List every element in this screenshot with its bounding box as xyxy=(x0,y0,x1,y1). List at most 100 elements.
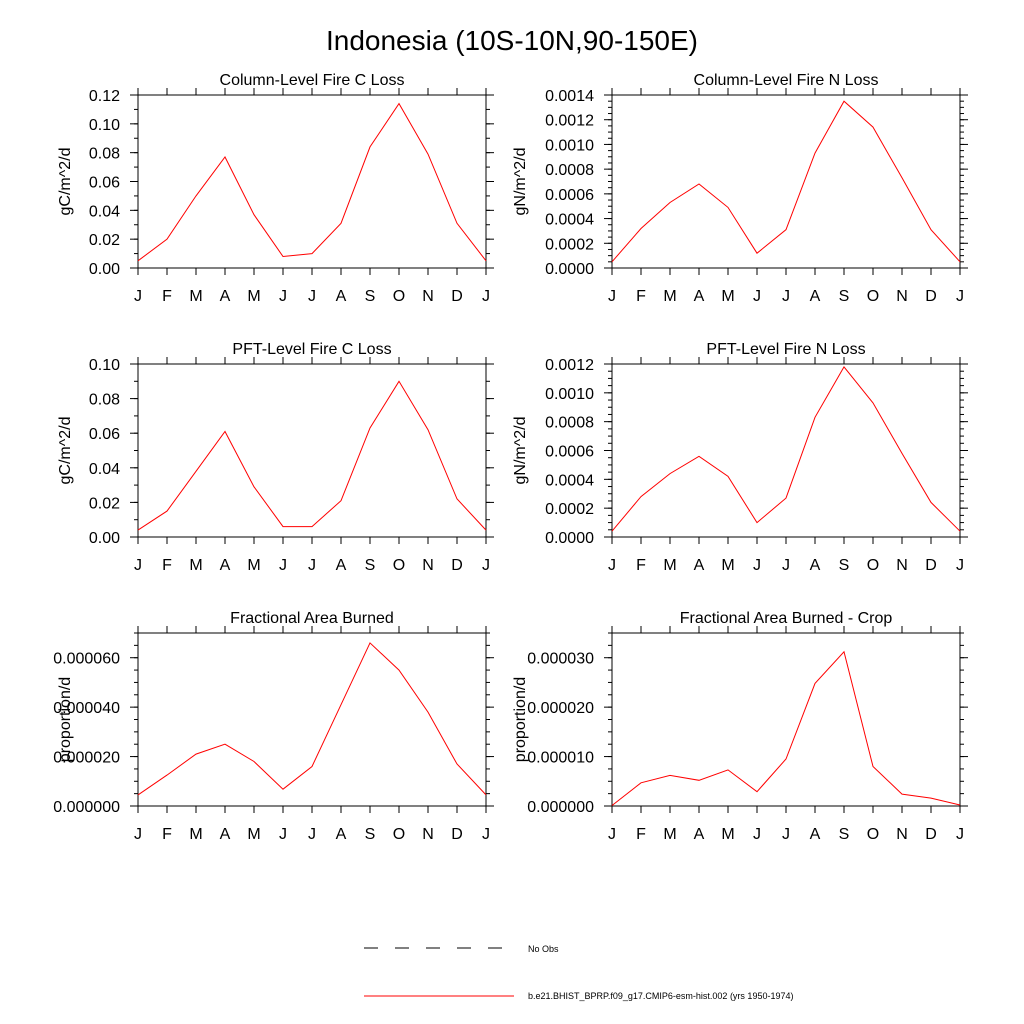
x-tick-label: J xyxy=(608,826,616,843)
figure-title: Indonesia (10S-10N,90-150E) xyxy=(326,25,698,56)
panel-title: Column-Level Fire N Loss xyxy=(694,72,879,89)
series-line xyxy=(137,642,487,796)
panel-title: PFT-Level Fire C Loss xyxy=(232,341,391,358)
x-tick-label: M xyxy=(663,557,676,574)
plot-frame xyxy=(611,363,961,538)
x-tick-label: A xyxy=(220,557,231,574)
y-tick-label: 0.0000 xyxy=(545,261,594,278)
y-tick-label: 0.06 xyxy=(89,426,120,443)
x-tick-label: S xyxy=(365,557,376,574)
x-tick-label: D xyxy=(925,288,937,305)
x-tick-label: O xyxy=(393,288,405,305)
x-tick-label: A xyxy=(220,288,231,305)
x-tick-label: O xyxy=(867,288,879,305)
x-tick-label: O xyxy=(867,557,879,574)
plot-frame xyxy=(611,94,961,269)
chart-panel-5: J F M A M J J A S O N D J0.0000000.0000200.0000400.0… xyxy=(53,610,494,843)
x-tick-label: N xyxy=(422,826,434,843)
y-tick-label: 0.000010 xyxy=(527,750,594,767)
x-tick-label: D xyxy=(451,826,463,843)
legend: No Obs b.e21.BHIST_BPRP.f09_g17.CMIP6-es… xyxy=(364,944,793,1001)
y-tick-label: 0.0006 xyxy=(545,187,594,204)
panel-title: Fractional Area Burned - Crop xyxy=(680,610,893,627)
plot-frame xyxy=(137,632,487,807)
chart-panel-3: J F M A M J J A S O N D J0.000.020.040.060.080.10PFT… xyxy=(57,341,494,574)
y-tick-label: 0.0010 xyxy=(545,137,594,154)
chart-panel-1: J F M A M J J A S O N D J0.000.020.040.060.080.100.1… xyxy=(57,72,494,305)
x-tick-label: J xyxy=(134,826,142,843)
y-tick-label: 0.0002 xyxy=(545,236,594,253)
y-tick-label: 0.0012 xyxy=(545,113,594,130)
y-axis-label: proportion/d xyxy=(57,677,74,762)
y-tick-label: 0.0008 xyxy=(545,415,594,432)
y-tick-label: 0.0012 xyxy=(545,357,594,374)
x-tick-label: J xyxy=(308,826,316,843)
x-tick-label: J xyxy=(482,288,490,305)
x-tick-label: J xyxy=(608,557,616,574)
y-tick-label: 0.0002 xyxy=(545,501,594,518)
x-tick-label: N xyxy=(896,826,908,843)
x-tick-label: M xyxy=(663,288,676,305)
y-tick-label: 0.0014 xyxy=(545,88,594,105)
x-tick-label: J xyxy=(308,557,316,574)
x-tick-label: J xyxy=(134,557,142,574)
x-tick-label: D xyxy=(925,557,937,574)
x-tick-label: O xyxy=(393,826,405,843)
x-tick-label: D xyxy=(925,826,937,843)
x-tick-label: M xyxy=(247,288,260,305)
x-tick-label: N xyxy=(422,288,434,305)
x-tick-label: A xyxy=(694,288,705,305)
y-tick-label: 0.000000 xyxy=(527,799,594,816)
x-tick-label: F xyxy=(162,557,172,574)
y-tick-label: 0.000000 xyxy=(53,799,120,816)
x-tick-label: A xyxy=(810,288,821,305)
x-tick-label: J xyxy=(608,288,616,305)
y-tick-label: 0.0008 xyxy=(545,162,594,179)
plot-frame xyxy=(137,94,487,269)
panels: J F M A M J J A S O N D J0.000.020.040.060.080.100.1… xyxy=(53,72,968,843)
x-tick-label: N xyxy=(422,557,434,574)
series-line xyxy=(137,380,487,531)
x-tick-label: A xyxy=(810,826,821,843)
x-tick-label: M xyxy=(721,288,734,305)
x-tick-label: F xyxy=(162,826,172,843)
panel-title: Fractional Area Burned xyxy=(230,610,394,627)
x-tick-label: F xyxy=(636,826,646,843)
x-tick-label: M xyxy=(189,288,202,305)
y-tick-label: 0.0006 xyxy=(545,444,594,461)
x-tick-label: J xyxy=(308,288,316,305)
x-tick-label: D xyxy=(451,288,463,305)
x-tick-label: A xyxy=(220,826,231,843)
y-tick-label: 0.02 xyxy=(89,232,120,249)
y-tick-label: 0.10 xyxy=(89,357,120,374)
x-tick-label: M xyxy=(189,557,202,574)
x-tick-label: M xyxy=(247,557,260,574)
x-tick-label: J xyxy=(279,826,287,843)
y-tick-label: 0.02 xyxy=(89,495,120,512)
x-tick-label: J xyxy=(753,826,761,843)
y-tick-label: 0.000020 xyxy=(53,750,120,767)
panel-title: Column-Level Fire C Loss xyxy=(220,72,405,89)
y-tick-label: 0.06 xyxy=(89,175,120,192)
plot-frame xyxy=(137,363,487,538)
x-tick-label: S xyxy=(839,288,850,305)
chart-panel-4: J F M A M J J A S O N D J0.00000.00020.00040.00060.0… xyxy=(512,341,968,574)
y-tick-label: 0.0000 xyxy=(545,530,594,547)
x-tick-label: J xyxy=(782,288,790,305)
y-tick-label: 0.000060 xyxy=(53,651,120,668)
x-tick-label: N xyxy=(896,557,908,574)
x-tick-label: D xyxy=(451,557,463,574)
x-tick-label: J xyxy=(134,288,142,305)
x-tick-label: M xyxy=(247,826,260,843)
x-tick-label: F xyxy=(636,557,646,574)
y-tick-label: 0.000040 xyxy=(53,700,120,717)
x-tick-label: A xyxy=(694,826,705,843)
x-tick-label: J xyxy=(753,288,761,305)
y-tick-label: 0.08 xyxy=(89,146,120,163)
x-tick-label: J xyxy=(753,557,761,574)
y-tick-label: 0.10 xyxy=(89,117,120,134)
y-axis-label: gN/m^2/d xyxy=(512,417,529,485)
x-tick-label: S xyxy=(365,288,376,305)
x-tick-label: F xyxy=(162,288,172,305)
